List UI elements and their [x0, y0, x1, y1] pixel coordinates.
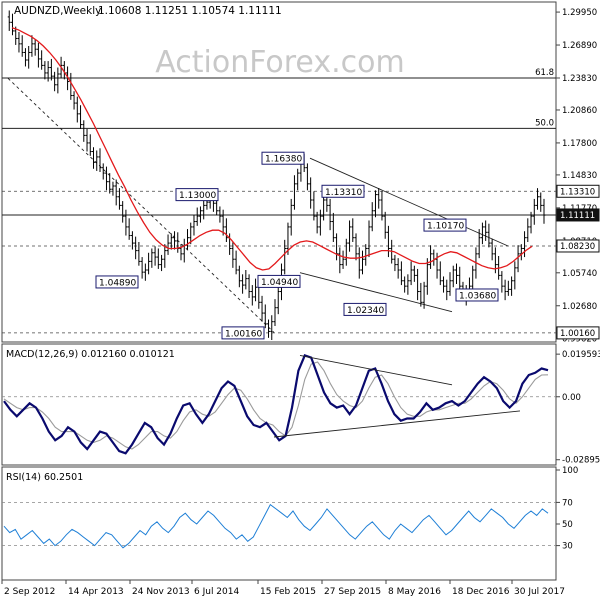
rsi-panel	[1, 466, 557, 581]
time-tick-label: 2 Sep 2012	[4, 587, 55, 597]
price-annotation-label: 1.04940	[261, 278, 298, 288]
price-annotation-box	[95, 275, 139, 289]
support-trendline	[299, 272, 453, 313]
price-annotation-box	[175, 188, 219, 202]
resistance-trendline	[309, 157, 509, 247]
price-tick-label: 1.05740	[562, 269, 597, 279]
time-tick-label: 30 Jul 2017	[514, 587, 565, 597]
price-annotation-box	[423, 218, 467, 232]
macd-trendline-upper	[299, 354, 453, 386]
rsi-axis: 100 70 50 30	[556, 466, 578, 552]
price-annotation-box	[455, 288, 499, 302]
price-annotation-label: 1.03680	[459, 291, 496, 301]
price-annotation-label: 1.13000	[179, 191, 216, 201]
price-levels	[2, 77, 556, 334]
macd-tick-label: -0.028959	[562, 456, 600, 466]
price-annotation-box	[221, 326, 265, 340]
watermark: ActionForex.com	[155, 45, 404, 80]
price-tick-label: 1.14830	[562, 171, 597, 181]
price-tag	[556, 239, 600, 253]
time-axis: 2 Sep 2012 14 Apr 2013 24 Nov 2013 6 Jul 20…	[1, 580, 565, 597]
price-annotation-box	[257, 274, 301, 288]
price-tick-label: 1.29950	[562, 8, 597, 18]
price-tag	[556, 184, 600, 198]
price-axis: 1.29950 1.26890 1.23830 1.20860 1.17800 1.148…	[535, 8, 600, 345]
price-tick-label: 1.17800	[562, 139, 597, 149]
rsi-tick-label: 50	[562, 520, 573, 530]
price-candles	[7, 10, 546, 340]
time-tick-label: 8 May 2016	[388, 587, 441, 597]
price-tick-label: 1.23830	[562, 74, 597, 84]
price-tag-label: 1.08230	[560, 242, 595, 252]
moving-average-line	[11, 27, 533, 271]
price-tag-label: 1.11111	[560, 211, 595, 221]
falling-channel-line	[7, 77, 275, 333]
time-tick-label: 24 Nov 2013	[132, 587, 190, 597]
macd-panel	[1, 343, 557, 466]
rsi-tick-label: 30	[562, 542, 573, 552]
rsi-indicator	[2, 501, 556, 549]
price-annotation-label: 1.16380	[265, 155, 302, 165]
time-tick-label: 18 Dec 2016	[452, 587, 510, 597]
price-tag-label: 1.00160	[560, 329, 595, 339]
price-annotation-label: 1.10170	[427, 222, 464, 232]
rsi-tick-label: 70	[562, 498, 573, 508]
price-annotations: 1.16380 1.13310 1.13000 1.10170 1.04890 1.049…	[95, 151, 499, 340]
time-tick-label: 6 Jul 2014	[194, 587, 239, 597]
price-annotation-label: 1.02340	[347, 306, 384, 316]
price-tick-label: 1.02680	[562, 302, 597, 312]
time-tick-label: 15 Feb 2015	[260, 587, 316, 597]
macd-axis: 0.019593 0.00 -0.028959	[556, 350, 600, 466]
macd-trendline-lower	[273, 410, 521, 438]
chart-ohlc-label: 1.10608 1.11251 1.10574 1.11111	[98, 5, 282, 17]
price-tag	[556, 326, 600, 340]
price-annotation-box	[343, 302, 387, 316]
rsi-title: RSI(14) 60.2501	[6, 472, 83, 483]
price-annotation-box	[261, 151, 305, 165]
macd-title: MACD(12,26,9) 0.012160 0.010121	[6, 349, 175, 360]
rsi-line	[3, 503, 549, 549]
time-tick-label: 14 Apr 2013	[68, 587, 124, 597]
macd-tick-label: 0.019593	[562, 350, 600, 360]
price-trendlines	[7, 77, 509, 333]
price-tick-label: 1.20860	[562, 106, 597, 116]
price-tick-label: 0.99620	[562, 335, 597, 345]
macd-line	[3, 354, 549, 455]
price-tag-label: 1.13310	[560, 187, 595, 197]
price-tick-label: 1.26890	[562, 41, 597, 51]
price-annotation-box	[321, 184, 365, 198]
price-annotation-label: 1.04890	[99, 278, 136, 288]
fib-level-label: 61.8	[535, 68, 554, 78]
price-tag	[556, 208, 600, 222]
macd-tick-label: 0.00	[562, 393, 581, 403]
price-annotation-label: 1.00160	[225, 329, 262, 339]
rsi-tick-label: 100	[562, 466, 578, 476]
time-tick-label: 27 Sep 2015	[324, 587, 381, 597]
macd-indicator	[2, 354, 556, 455]
moving-average	[11, 27, 533, 271]
chart-symbol-label: AUDNZD,Weekly	[14, 5, 101, 17]
fib-level-label: 50.0	[535, 118, 554, 128]
price-annotation-label: 1.13310	[325, 188, 362, 198]
